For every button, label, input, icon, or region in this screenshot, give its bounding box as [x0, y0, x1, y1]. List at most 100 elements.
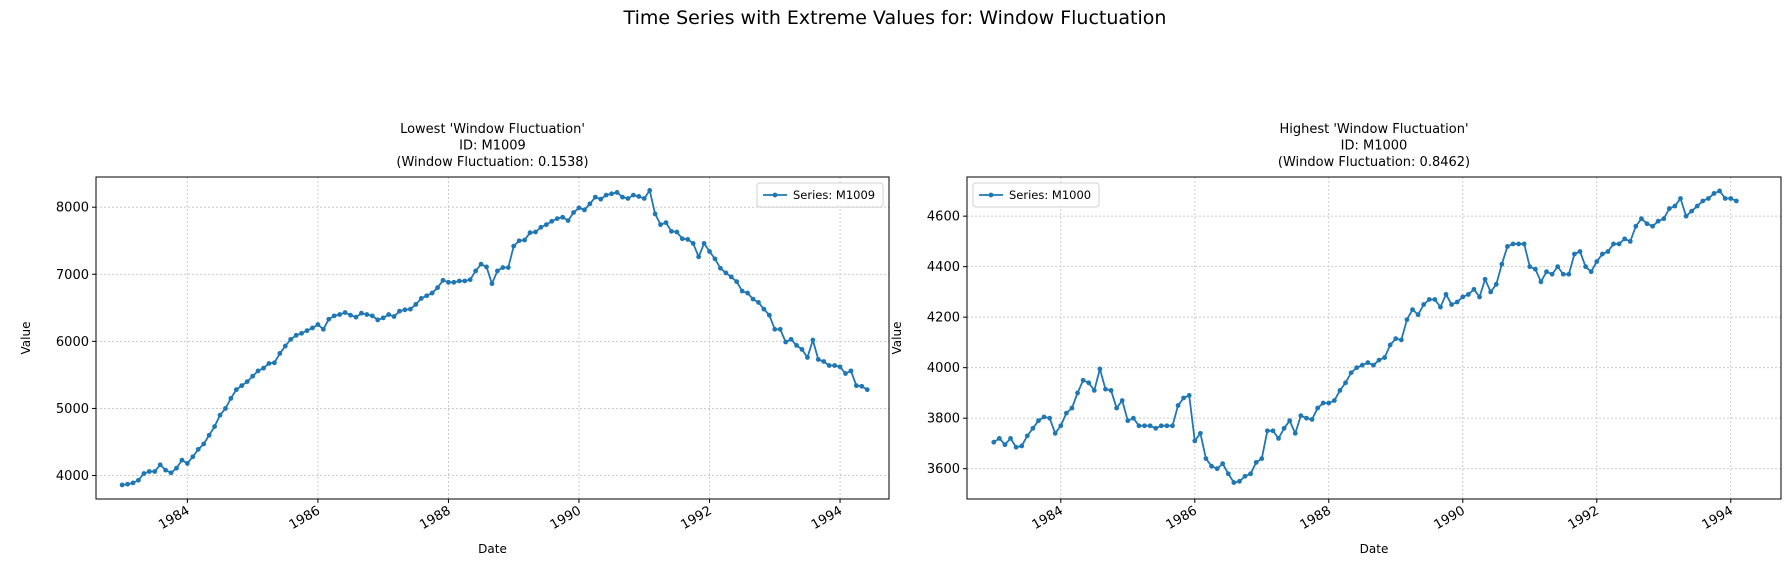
data-point: [1678, 196, 1683, 201]
data-point: [1616, 241, 1622, 247]
data-point: [669, 228, 674, 234]
data-point: [1186, 393, 1192, 398]
data-point: [728, 274, 734, 280]
data-point: [212, 424, 217, 429]
data-point: [516, 238, 522, 244]
y-tick-label: 5000: [56, 402, 89, 417]
legend-label: Series: M1000: [1009, 188, 1091, 202]
data-point: [1527, 264, 1533, 270]
data-point: [1611, 241, 1616, 247]
data-point: [293, 332, 299, 338]
data-point: [1197, 430, 1203, 436]
data-point: [1069, 405, 1075, 411]
data-point: [1432, 297, 1438, 302]
data-point: [1482, 276, 1488, 282]
data-point: [1119, 398, 1125, 403]
data-point: [1376, 357, 1382, 363]
data-point: [1371, 362, 1376, 368]
panel-title: Lowest 'Window Fluctuation' ID: M1009(Win…: [396, 122, 588, 170]
data-point: [1080, 377, 1086, 383]
data-point: [1130, 415, 1136, 421]
data-point: [1549, 271, 1555, 277]
axes-frame: [966, 176, 1782, 500]
data-point: [391, 314, 397, 319]
data-point: [1298, 413, 1304, 419]
x-tick-label: 1994: [809, 503, 845, 533]
data-point: [163, 467, 169, 473]
data-point: [152, 469, 158, 474]
x-tick-label: 1986: [1164, 503, 1200, 533]
data-point: [1292, 430, 1298, 436]
data-point: [685, 236, 691, 242]
data-point: [1661, 216, 1667, 222]
data-point: [647, 188, 653, 193]
data-point: [1700, 198, 1706, 204]
data-point: [864, 387, 870, 393]
data-point: [723, 270, 729, 276]
data-point: [1499, 261, 1505, 267]
data-point: [1722, 196, 1728, 201]
series-line: [121, 189, 868, 486]
data-point: [473, 268, 479, 274]
data-point: [663, 220, 669, 226]
data-point: [576, 205, 582, 211]
data-point: [418, 296, 424, 301]
data-point: [1326, 400, 1332, 406]
data-point: [1270, 428, 1276, 434]
data-point: [1471, 286, 1477, 292]
y-tick-label: 4600: [927, 210, 960, 225]
data-point: [679, 236, 685, 242]
data-point: [1387, 342, 1393, 348]
legend-marker-swatch: [988, 192, 994, 198]
data-point: [484, 264, 489, 270]
data-point: [1672, 203, 1678, 209]
data-point: [1639, 216, 1644, 222]
data-point: [1605, 249, 1611, 254]
data-point: [195, 446, 201, 452]
data-point: [766, 312, 772, 318]
data-point: [386, 312, 392, 317]
data-point: [658, 222, 663, 228]
data-point: [1532, 266, 1538, 272]
data-point: [1544, 269, 1549, 275]
data-point: [201, 441, 207, 447]
data-point: [1225, 471, 1231, 477]
y-tick-label: 4200: [927, 311, 960, 326]
data-point: [799, 347, 805, 352]
data-point: [560, 214, 566, 220]
data-point: [1343, 380, 1348, 386]
data-point: [136, 477, 141, 483]
data-point: [244, 379, 250, 384]
data-point: [505, 265, 511, 270]
data-point: [1242, 473, 1248, 479]
data-point: [1231, 480, 1237, 485]
series-markers: [991, 188, 1739, 485]
legend: Series: M1009: [756, 182, 884, 208]
data-point: [467, 277, 473, 283]
data-point: [859, 383, 865, 389]
figure-suptitle: Time Series with Extreme Values for: Win…: [623, 7, 1167, 29]
data-point: [310, 325, 315, 331]
data-point: [701, 241, 707, 246]
y-tick-label: 8000: [56, 201, 89, 216]
series-markers: [119, 188, 870, 488]
data-point: [1566, 271, 1572, 277]
legend-label: Series: M1009: [793, 188, 875, 202]
data-point: [1075, 390, 1080, 396]
data-point: [440, 277, 446, 283]
x-tick-label: 1992: [1566, 503, 1602, 533]
data-point: [446, 279, 451, 285]
data-point: [1019, 443, 1025, 449]
data-point: [1248, 471, 1254, 477]
data-point: [1694, 203, 1700, 209]
panel-title-line: Lowest 'Window Fluctuation': [400, 122, 585, 137]
data-point: [826, 363, 832, 368]
data-point: [1633, 223, 1639, 229]
data-point: [1477, 294, 1482, 300]
y-tick-label: 4000: [56, 469, 89, 484]
data-point: [184, 461, 190, 466]
data-point: [462, 278, 468, 284]
data-point: [1259, 456, 1265, 461]
data-point: [130, 480, 136, 486]
